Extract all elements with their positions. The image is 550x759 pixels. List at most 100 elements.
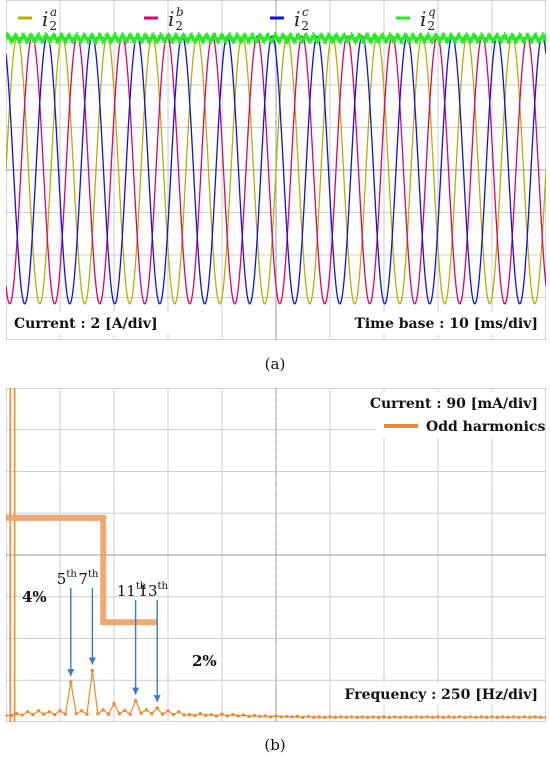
grid-dot: [59, 109, 61, 112]
spectrum-point: [133, 698, 138, 703]
grid-dot: [221, 437, 223, 439]
spectrum-point: [371, 715, 375, 719]
grid-dot: [167, 562, 169, 564]
grid-dot: [437, 92, 439, 95]
grid-dot: [275, 220, 277, 222]
scope-b-legend-bg: [376, 392, 542, 438]
grid-dot: [491, 604, 493, 606]
spectrum-point: [31, 712, 35, 717]
grid-dot: [167, 521, 169, 523]
grid-dot: [113, 237, 115, 239]
grid-dot: [437, 445, 439, 448]
grid-dot: [329, 152, 331, 154]
grid-dot: [167, 487, 169, 489]
grid-dot: [491, 118, 493, 120]
grid-dot: [275, 495, 277, 498]
grid-dot: [329, 521, 331, 523]
grid-dot: [59, 67, 61, 69]
waveform-scope: i2a i2b i2c i2q Current : 2 [A/div] Time ba…: [6, 0, 546, 340]
grid-dot: [437, 288, 439, 290]
spectrum-point: [36, 709, 41, 713]
grid-dot: [329, 92, 331, 95]
grid-dot: [113, 546, 115, 548]
spectrum-point: [517, 715, 521, 720]
grid-dot: [329, 109, 331, 112]
grid-dot: [167, 571, 169, 573]
fundamental-marker: [9, 388, 16, 722]
grid-dot: [113, 58, 115, 61]
spectrum-point: [177, 710, 181, 714]
spectrum-point: [274, 714, 278, 718]
grid-dot: [329, 437, 331, 439]
grid-dot: [437, 135, 439, 137]
grid-dot: [329, 420, 331, 422]
grid-dot: [329, 404, 331, 406]
spectrum-point: [63, 712, 68, 716]
grid-dot: [329, 118, 331, 120]
grid-dot: [275, 445, 277, 448]
spectrum-point: [42, 712, 46, 716]
spectrum-point: [501, 715, 505, 719]
grid-dot: [383, 454, 385, 456]
grid-dot: [383, 152, 385, 154]
grid-dot: [275, 537, 277, 539]
grid-dot: [437, 462, 439, 464]
grid-dot: [383, 237, 385, 239]
spectrum-point: [20, 713, 24, 717]
grid-dot: [329, 604, 331, 606]
grid-dot: [383, 279, 385, 282]
grid-dot: [59, 404, 61, 406]
spectrum-point: [457, 715, 462, 719]
current-scale-bg: [10, 312, 180, 334]
grid-dot: [221, 487, 223, 489]
grid-dot: [383, 487, 385, 489]
grid-dot: [221, 495, 223, 498]
grid-dot: [329, 629, 331, 631]
legend-label-i2b: i2b: [168, 5, 184, 33]
grid-dot: [491, 462, 493, 464]
spectrum-point: [366, 715, 370, 720]
grid-dot: [167, 546, 169, 548]
grid-dot: [221, 194, 223, 197]
grid-dot: [437, 203, 439, 205]
grid-dot: [275, 579, 277, 581]
grid-dot: [221, 504, 223, 506]
grid-dot: [113, 186, 115, 188]
spectrum-point: [538, 715, 543, 720]
grid-dot: [113, 177, 115, 180]
spectrum-point: [263, 714, 267, 718]
grid-dot: [437, 67, 439, 69]
spectrum-series-group: [6, 668, 546, 720]
grid-dot: [329, 671, 331, 673]
annotation-arrowhead: [88, 657, 96, 665]
grid-dot: [491, 445, 493, 448]
grid-dot: [167, 662, 169, 665]
series-line-i2a: [6, 35, 546, 305]
grid-dot: [167, 445, 169, 448]
grid-dot: [221, 245, 223, 248]
grid-dot: [491, 24, 493, 27]
grid-dot: [329, 75, 331, 78]
grid-dot: [113, 671, 115, 673]
grid-dot: [113, 262, 115, 265]
caption-a: (a): [264, 355, 286, 373]
grid-dot: [437, 587, 439, 589]
grid-dot: [437, 101, 439, 103]
grid-dot: [113, 612, 115, 615]
annotation-arrowhead: [67, 669, 75, 677]
grid-dot: [59, 58, 61, 61]
grid-dot: [221, 109, 223, 112]
grid-dot: [383, 604, 385, 606]
grid-dot: [383, 537, 385, 539]
grid-dot: [167, 587, 169, 589]
grid-dot: [491, 92, 493, 95]
grid-dot: [59, 671, 61, 673]
grid-dot: [167, 24, 169, 27]
grid-dot: [167, 612, 169, 615]
grid-dot: [59, 177, 61, 180]
grid-dot: [275, 395, 277, 397]
grid-dot: [167, 16, 169, 18]
grid-dot: [383, 271, 385, 273]
grid-dot: [329, 412, 331, 414]
grid-dot: [59, 16, 61, 18]
